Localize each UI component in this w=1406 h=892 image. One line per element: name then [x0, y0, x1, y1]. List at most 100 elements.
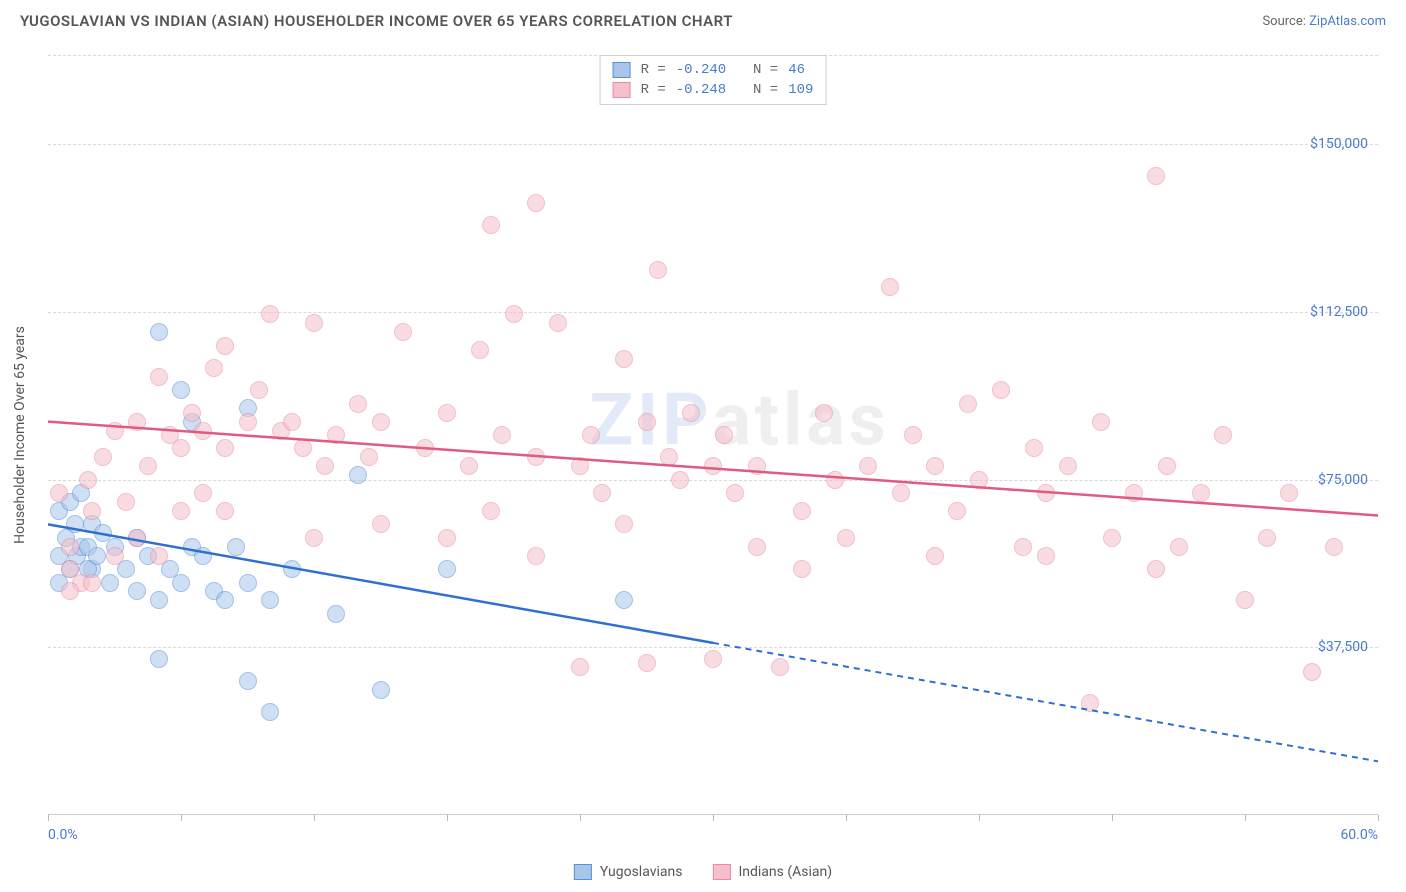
scatter-point-indians — [671, 471, 689, 489]
scatter-point-indians — [1236, 591, 1254, 609]
scatter-point-yugoslavians — [239, 672, 257, 690]
scatter-point-indians — [771, 658, 789, 676]
scatter-point-indians — [1081, 694, 1099, 712]
x-tick — [1112, 815, 1113, 821]
scatter-point-yugoslavians — [172, 574, 190, 592]
y-tick-label: $150,000 — [1310, 136, 1368, 152]
scatter-point-yugoslavians — [101, 574, 119, 592]
scatter-point-indians — [327, 426, 345, 444]
scatter-point-indians — [582, 426, 600, 444]
scatter-point-indians — [704, 457, 722, 475]
stat-r-label: R = — [641, 82, 666, 98]
scatter-point-yugoslavians — [283, 560, 301, 578]
scatter-point-yugoslavians — [194, 547, 212, 565]
scatter-point-indians — [305, 529, 323, 547]
scatter-point-yugoslavians — [150, 650, 168, 668]
scatter-point-indians — [1258, 529, 1276, 547]
swatch-icon — [613, 82, 631, 98]
scatter-point-indians — [527, 547, 545, 565]
scatter-point-indians — [904, 426, 922, 444]
trend-lines — [48, 55, 1378, 815]
scatter-point-indians — [1037, 547, 1055, 565]
scatter-point-indians — [992, 381, 1010, 399]
scatter-point-yugoslavians — [172, 381, 190, 399]
scatter-point-indians — [183, 404, 201, 422]
scatter-point-indians — [316, 457, 334, 475]
scatter-point-indians — [139, 457, 157, 475]
scatter-point-yugoslavians — [66, 515, 84, 533]
scatter-point-indians — [748, 457, 766, 475]
scatter-point-indians — [106, 422, 124, 440]
scatter-point-indians — [482, 502, 500, 520]
scatter-point-indians — [61, 582, 79, 600]
y-axis-label: Householder Income Over 65 years — [12, 326, 28, 544]
scatter-point-yugoslavians — [438, 560, 456, 578]
scatter-point-indians — [261, 305, 279, 323]
gridline — [48, 647, 1378, 648]
scatter-point-indians — [1192, 484, 1210, 502]
scatter-point-indians — [216, 337, 234, 355]
gridline — [48, 144, 1378, 145]
scatter-point-indians — [372, 413, 390, 431]
scatter-point-yugoslavians — [150, 591, 168, 609]
scatter-point-yugoslavians — [327, 605, 345, 623]
scatter-point-indians — [527, 448, 545, 466]
scatter-point-yugoslavians — [216, 591, 234, 609]
scatter-point-indians — [128, 529, 146, 547]
scatter-point-indians — [1280, 484, 1298, 502]
scatter-point-indians — [1059, 457, 1077, 475]
scatter-point-indians — [571, 457, 589, 475]
scatter-point-indians — [150, 368, 168, 386]
scatter-point-indians — [1103, 529, 1121, 547]
watermark-part2: atlas — [712, 377, 889, 462]
x-tick — [447, 815, 448, 821]
scatter-point-yugoslavians — [615, 591, 633, 609]
scatter-point-indians — [1214, 426, 1232, 444]
scatter-point-indians — [194, 484, 212, 502]
scatter-point-indians — [815, 404, 833, 422]
chart-plot-area: Householder Income Over 65 years ZIPatla… — [48, 55, 1378, 815]
y-tick-label: $112,500 — [1310, 304, 1368, 320]
x-tick — [314, 815, 315, 821]
scatter-point-yugoslavians — [261, 703, 279, 721]
scatter-point-indians — [305, 314, 323, 332]
scatter-point-indians — [128, 413, 146, 431]
x-tick — [48, 815, 49, 821]
scatter-point-indians — [360, 448, 378, 466]
scatter-point-indians — [117, 493, 135, 511]
scatter-point-indians — [748, 538, 766, 556]
scatter-point-indians — [83, 502, 101, 520]
scatter-point-indians — [505, 305, 523, 323]
source-label: Source: — [1262, 14, 1305, 29]
scatter-point-indians — [892, 484, 910, 502]
scatter-point-indians — [638, 413, 656, 431]
scatter-point-indians — [83, 574, 101, 592]
scatter-point-indians — [61, 538, 79, 556]
source-link[interactable]: ZipAtlas.com — [1309, 14, 1386, 29]
scatter-point-yugoslavians — [128, 582, 146, 600]
scatter-point-indians — [615, 350, 633, 368]
scatter-point-indians — [1014, 538, 1032, 556]
stat-n-value: 46 — [788, 62, 805, 78]
y-tick-label: $75,000 — [1318, 472, 1368, 488]
scatter-point-indians — [970, 471, 988, 489]
scatter-point-indians — [926, 457, 944, 475]
scatter-point-indians — [859, 457, 877, 475]
scatter-point-indians — [471, 341, 489, 359]
scatter-point-indians — [704, 650, 722, 668]
swatch-icon — [613, 62, 631, 78]
stats-row-yugoslavians: R = -0.240 N = 46 — [613, 60, 814, 80]
scatter-point-indians — [638, 654, 656, 672]
swatch-icon — [574, 864, 592, 880]
scatter-point-indians — [205, 359, 223, 377]
trendline-yugoslavians — [48, 524, 713, 642]
scatter-point-yugoslavians — [349, 466, 367, 484]
scatter-point-indians — [172, 439, 190, 457]
scatter-point-indians — [493, 426, 511, 444]
scatter-point-indians — [106, 547, 124, 565]
scatter-point-indians — [615, 515, 633, 533]
scatter-point-indians — [94, 448, 112, 466]
x-tick — [713, 815, 714, 821]
x-axis-max-label: 60.0% — [1340, 827, 1378, 843]
scatter-point-indians — [826, 471, 844, 489]
